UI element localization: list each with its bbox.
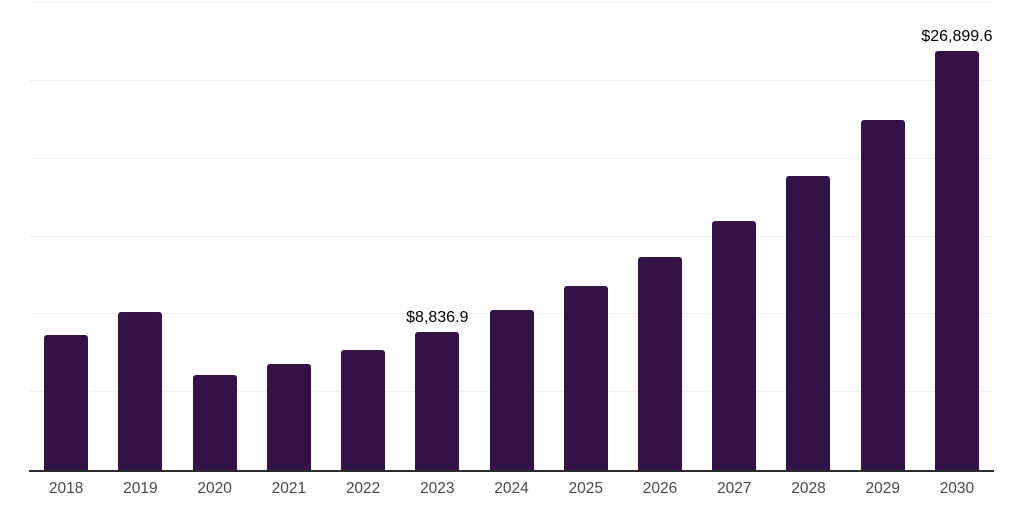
x-tick-label-2020: 2020 [197,480,232,497]
bar-2018 [44,334,89,470]
x-tick-label-2027: 2027 [716,480,752,497]
bar-2019 [118,312,163,470]
x-tick-label-2025: 2025 [568,480,603,497]
bar-2026 [637,256,682,470]
bar-slot-2022 [326,3,400,470]
bar-2028 [786,175,831,470]
bar-slot-2029 [846,3,920,470]
bar-slot-2027 [697,3,771,470]
x-tick-label-2019: 2019 [123,480,158,497]
x-tick-label-2026: 2026 [642,480,678,497]
bar-slot-2026 [623,3,697,470]
bar-2029 [860,119,905,470]
x-axis: 2018 2019 2020 2021 2022 2023 2024 2025 2026 2027… [29,480,994,498]
bar-2030: $26,899.6 [921,28,993,470]
x-tick-label-2022: 2022 [345,480,381,497]
bar-slot-2025 [549,3,623,470]
bar-slot-2030: $26,899.6 [920,3,994,470]
bar-2027 [712,220,757,470]
bar-2024 [489,310,534,470]
bar-2022 [341,350,386,470]
plot-area: $8,836.9 $26,899.6 [29,2,994,472]
x-tick-label-2021: 2021 [271,480,307,497]
x-tick-label-2024: 2024 [494,480,529,497]
bar-value-label-2030: $26,899.6 [921,28,993,46]
bar-slot-2024 [474,3,548,470]
bar-slot-2019 [103,3,177,470]
x-tick-label-2030: 2030 [939,480,975,497]
bar-slot-2028 [771,3,845,470]
bar-slot-2021 [252,3,326,470]
bar-2020 [192,375,237,470]
bar-2025 [563,286,608,470]
bar-slot-2020 [177,3,251,470]
bar-2021 [266,364,311,470]
bar-slot-2023: $8,836.9 [400,3,474,470]
bar-slot-2018 [29,3,103,470]
x-tick-label-2028: 2028 [791,480,826,497]
x-tick-label-2029: 2029 [865,480,900,497]
x-tick-label-2018: 2018 [48,480,84,497]
bar-2023: $8,836.9 [406,309,468,470]
x-tick-label-2023: 2023 [420,480,455,497]
bar-value-label-2023: $8,836.9 [406,309,469,327]
